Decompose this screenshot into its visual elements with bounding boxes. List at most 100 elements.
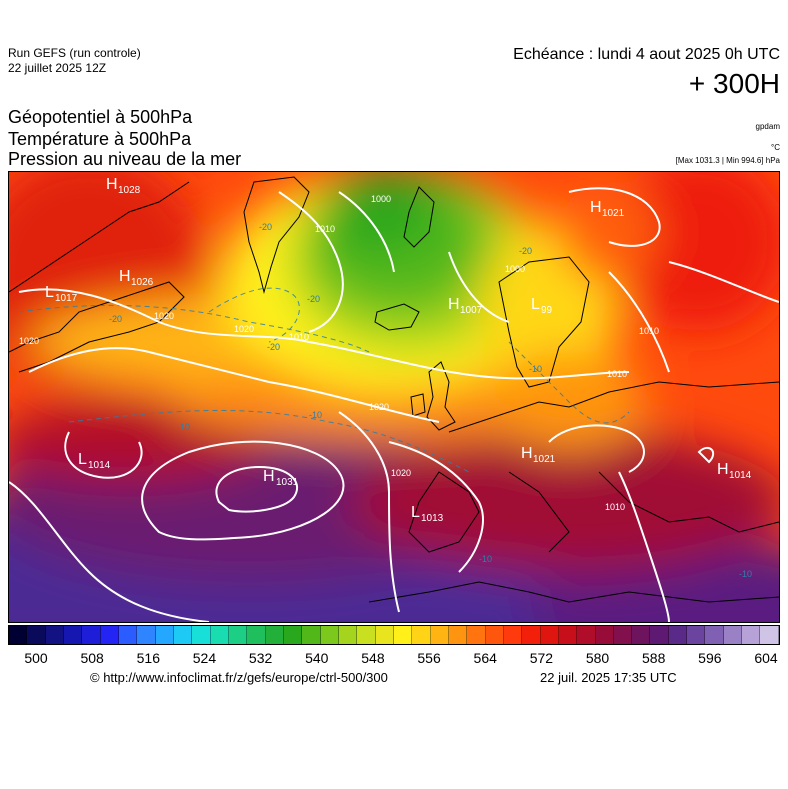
colorbar-cell bbox=[595, 626, 614, 644]
colorbar-cell bbox=[265, 626, 284, 644]
temperature-label: -10 bbox=[529, 364, 542, 374]
colorbar-cell bbox=[448, 626, 468, 644]
colorbar-labels: 500 508 516 524 532 540 548 556 564 572 580 588 596 6… bbox=[8, 650, 780, 666]
iceland-coast bbox=[374, 303, 420, 331]
colorbar-label: 500 bbox=[24, 650, 48, 666]
colorbar-cell bbox=[9, 626, 28, 644]
colorbar-cell bbox=[210, 626, 229, 644]
colorbar-cell bbox=[192, 626, 211, 644]
colorbar-cell bbox=[118, 626, 138, 644]
colorbar-cell bbox=[760, 626, 779, 644]
isobar-label: 1020 bbox=[154, 311, 174, 321]
colorbar-label: 580 bbox=[585, 650, 610, 666]
pressure-center-letter: L bbox=[78, 451, 87, 468]
uk-coast bbox=[426, 361, 456, 431]
isobar-label: 1000 bbox=[371, 194, 391, 204]
isobar-label: 1020 bbox=[19, 336, 39, 346]
temperature-labels: -20 -20 -20 -20 -10 -10 -10 -10 -10 -20 bbox=[109, 222, 752, 579]
colorbar-cell bbox=[558, 626, 578, 644]
pressure-center-value: 1017 bbox=[55, 293, 78, 304]
colorbar-cell bbox=[577, 626, 596, 644]
colorbar-cell bbox=[100, 626, 119, 644]
colorbar-cell bbox=[173, 626, 193, 644]
lead-time: + 300H bbox=[688, 68, 780, 99]
forecast-valid-time: Echéance : lundi 4 aout 2025 0h UTC bbox=[513, 46, 780, 63]
colorbar-cell bbox=[283, 626, 303, 644]
colorbar-cell bbox=[632, 626, 651, 644]
pressure-center-letter: H bbox=[521, 445, 533, 462]
isobar-label: 1010 bbox=[289, 332, 309, 342]
colorbar-cell bbox=[247, 626, 266, 644]
pressure-center-value: 1031 bbox=[276, 477, 299, 488]
colorbar-cell bbox=[357, 626, 376, 644]
colorbar-cell bbox=[412, 626, 431, 644]
colorbar-label: 564 bbox=[473, 650, 497, 666]
colorbar-cell bbox=[742, 626, 761, 644]
run-title: Run GEFS (run controle) bbox=[8, 46, 141, 60]
colorbar-label: 524 bbox=[192, 650, 217, 666]
colorbar-cell bbox=[540, 626, 559, 644]
coastlines bbox=[9, 176, 779, 603]
colorbar-label: 556 bbox=[417, 650, 441, 666]
colorbar-label: 516 bbox=[136, 650, 160, 666]
colorbar-cell bbox=[302, 626, 321, 644]
greenland-coast bbox=[243, 176, 310, 294]
pressure-center-letter: H bbox=[717, 461, 729, 478]
temperature-label: -20 bbox=[307, 294, 320, 304]
pressure-center-value: 1013 bbox=[421, 513, 444, 524]
pressure-center-value: 1014 bbox=[729, 470, 752, 481]
isobar-label: 1010 bbox=[315, 224, 335, 234]
pressure-center-letter: H bbox=[119, 268, 131, 285]
colorbar-cell bbox=[467, 626, 486, 644]
colorbar-label: 604 bbox=[754, 650, 778, 666]
scandinavia-coast bbox=[498, 256, 590, 388]
north-america-coast bbox=[9, 181, 190, 373]
pressure-center-value: 99 bbox=[541, 305, 553, 316]
parameter-geopotential: Géopotentiel à 500hPa bbox=[8, 107, 193, 127]
temperature-label: -10 bbox=[309, 410, 322, 420]
geopotential-field bbox=[9, 172, 779, 622]
colorbar-cell bbox=[27, 626, 46, 644]
pressure-center-letter: L bbox=[531, 296, 540, 313]
colorbar-cell bbox=[45, 626, 64, 644]
colorbar bbox=[8, 625, 780, 645]
unit-geopotential: gpdam bbox=[755, 122, 780, 131]
colorbar-cell bbox=[668, 626, 688, 644]
colorbar-cell bbox=[320, 626, 339, 644]
colorbar-cell bbox=[723, 626, 743, 644]
temperature-label: -10 bbox=[479, 554, 492, 564]
pressure-center-value: 1021 bbox=[602, 208, 625, 219]
pressure-center-value: 1014 bbox=[88, 460, 111, 471]
parameter-temperature: Température à 500hPa bbox=[8, 129, 192, 149]
isobar-label: 1020 bbox=[369, 402, 389, 412]
temperature-label: -20 bbox=[519, 246, 532, 256]
colorbar-cell bbox=[155, 626, 174, 644]
colorbar-cell bbox=[430, 626, 449, 644]
colorbar-cell bbox=[705, 626, 724, 644]
generation-time: 22 juil. 2025 17:35 UTC bbox=[540, 670, 677, 685]
pressure-center-value: 1028 bbox=[118, 185, 141, 196]
run-date: 22 juillet 2025 12Z bbox=[8, 61, 107, 75]
isobar-label: 1010 bbox=[607, 369, 627, 379]
temperature-isotherms bbox=[18, 287, 630, 473]
unit-temperature: °C bbox=[771, 143, 780, 152]
pressure-center-letter: H bbox=[106, 176, 118, 193]
temperature-label: -20 bbox=[267, 342, 280, 352]
pressure-centers: H 1028 H 1026 L 1017 H 1007 L 99 H 1021 … bbox=[45, 176, 752, 524]
pressure-center-letter: L bbox=[411, 504, 420, 521]
temperature-label: -10 bbox=[739, 569, 752, 579]
pressure-center-value: 1026 bbox=[131, 277, 154, 288]
temperature-label: -10 bbox=[177, 422, 190, 432]
pressure-center-value: 1007 bbox=[460, 305, 483, 316]
isobar-label: 1020 bbox=[234, 324, 254, 334]
colorbar-cell bbox=[375, 626, 394, 644]
weather-map-svg: H 1028 H 1026 L 1017 H 1007 L 99 H 1021 … bbox=[9, 172, 779, 622]
temperature-label: -20 bbox=[259, 222, 272, 232]
ireland-coast bbox=[410, 393, 426, 417]
isobar-label: 1020 bbox=[391, 468, 411, 478]
greenland-east-coast bbox=[403, 186, 435, 248]
pressure-center-letter: H bbox=[263, 468, 275, 485]
colorbar-cell bbox=[503, 626, 523, 644]
colorbar-cell bbox=[522, 626, 541, 644]
colorbar-label: 532 bbox=[248, 650, 273, 666]
